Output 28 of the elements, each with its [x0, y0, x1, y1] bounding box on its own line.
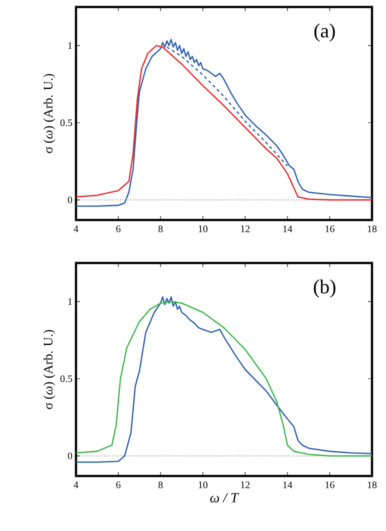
line-series	[166, 46, 288, 167]
x-tick-label: 18	[368, 226, 377, 232]
x-tick-label: 6	[116, 226, 120, 232]
y-tick-label: 0.5	[60, 119, 72, 126]
x-tick-label: 8	[158, 482, 163, 488]
x-tick-label: 14	[283, 226, 292, 232]
x-tick-label: 8	[158, 226, 163, 232]
x-tick-label: 18	[368, 482, 377, 488]
y-tick-label: 1	[68, 42, 72, 49]
x-tick-label: 16	[326, 482, 334, 488]
x-tick-label: 16	[326, 226, 334, 232]
x-tick-label: 14	[283, 482, 292, 488]
y-tick-label: 0.5	[60, 375, 72, 382]
x-tick-label: 12	[241, 226, 250, 232]
annotation: (b)	[314, 280, 336, 298]
annotation: (a)	[314, 24, 335, 42]
x-tick-label: 6	[116, 482, 120, 488]
x-tick-label: 10	[198, 482, 208, 488]
x-tick-label: 4	[74, 482, 78, 488]
y-tick-label: 0	[68, 196, 72, 204]
x-axis-title: ω / T	[210, 493, 240, 502]
y-tick-label: 1	[68, 298, 72, 305]
y-tick-label: 0	[68, 452, 72, 460]
y-axis-title: σ (ω) (Arb. U.)	[43, 74, 56, 154]
x-tick-label: 4	[74, 226, 78, 232]
y-axis-title: σ (ω) (Arb. U.)	[43, 330, 56, 410]
x-tick-label: 12	[241, 482, 250, 488]
x-tick-label: 10	[198, 226, 208, 232]
